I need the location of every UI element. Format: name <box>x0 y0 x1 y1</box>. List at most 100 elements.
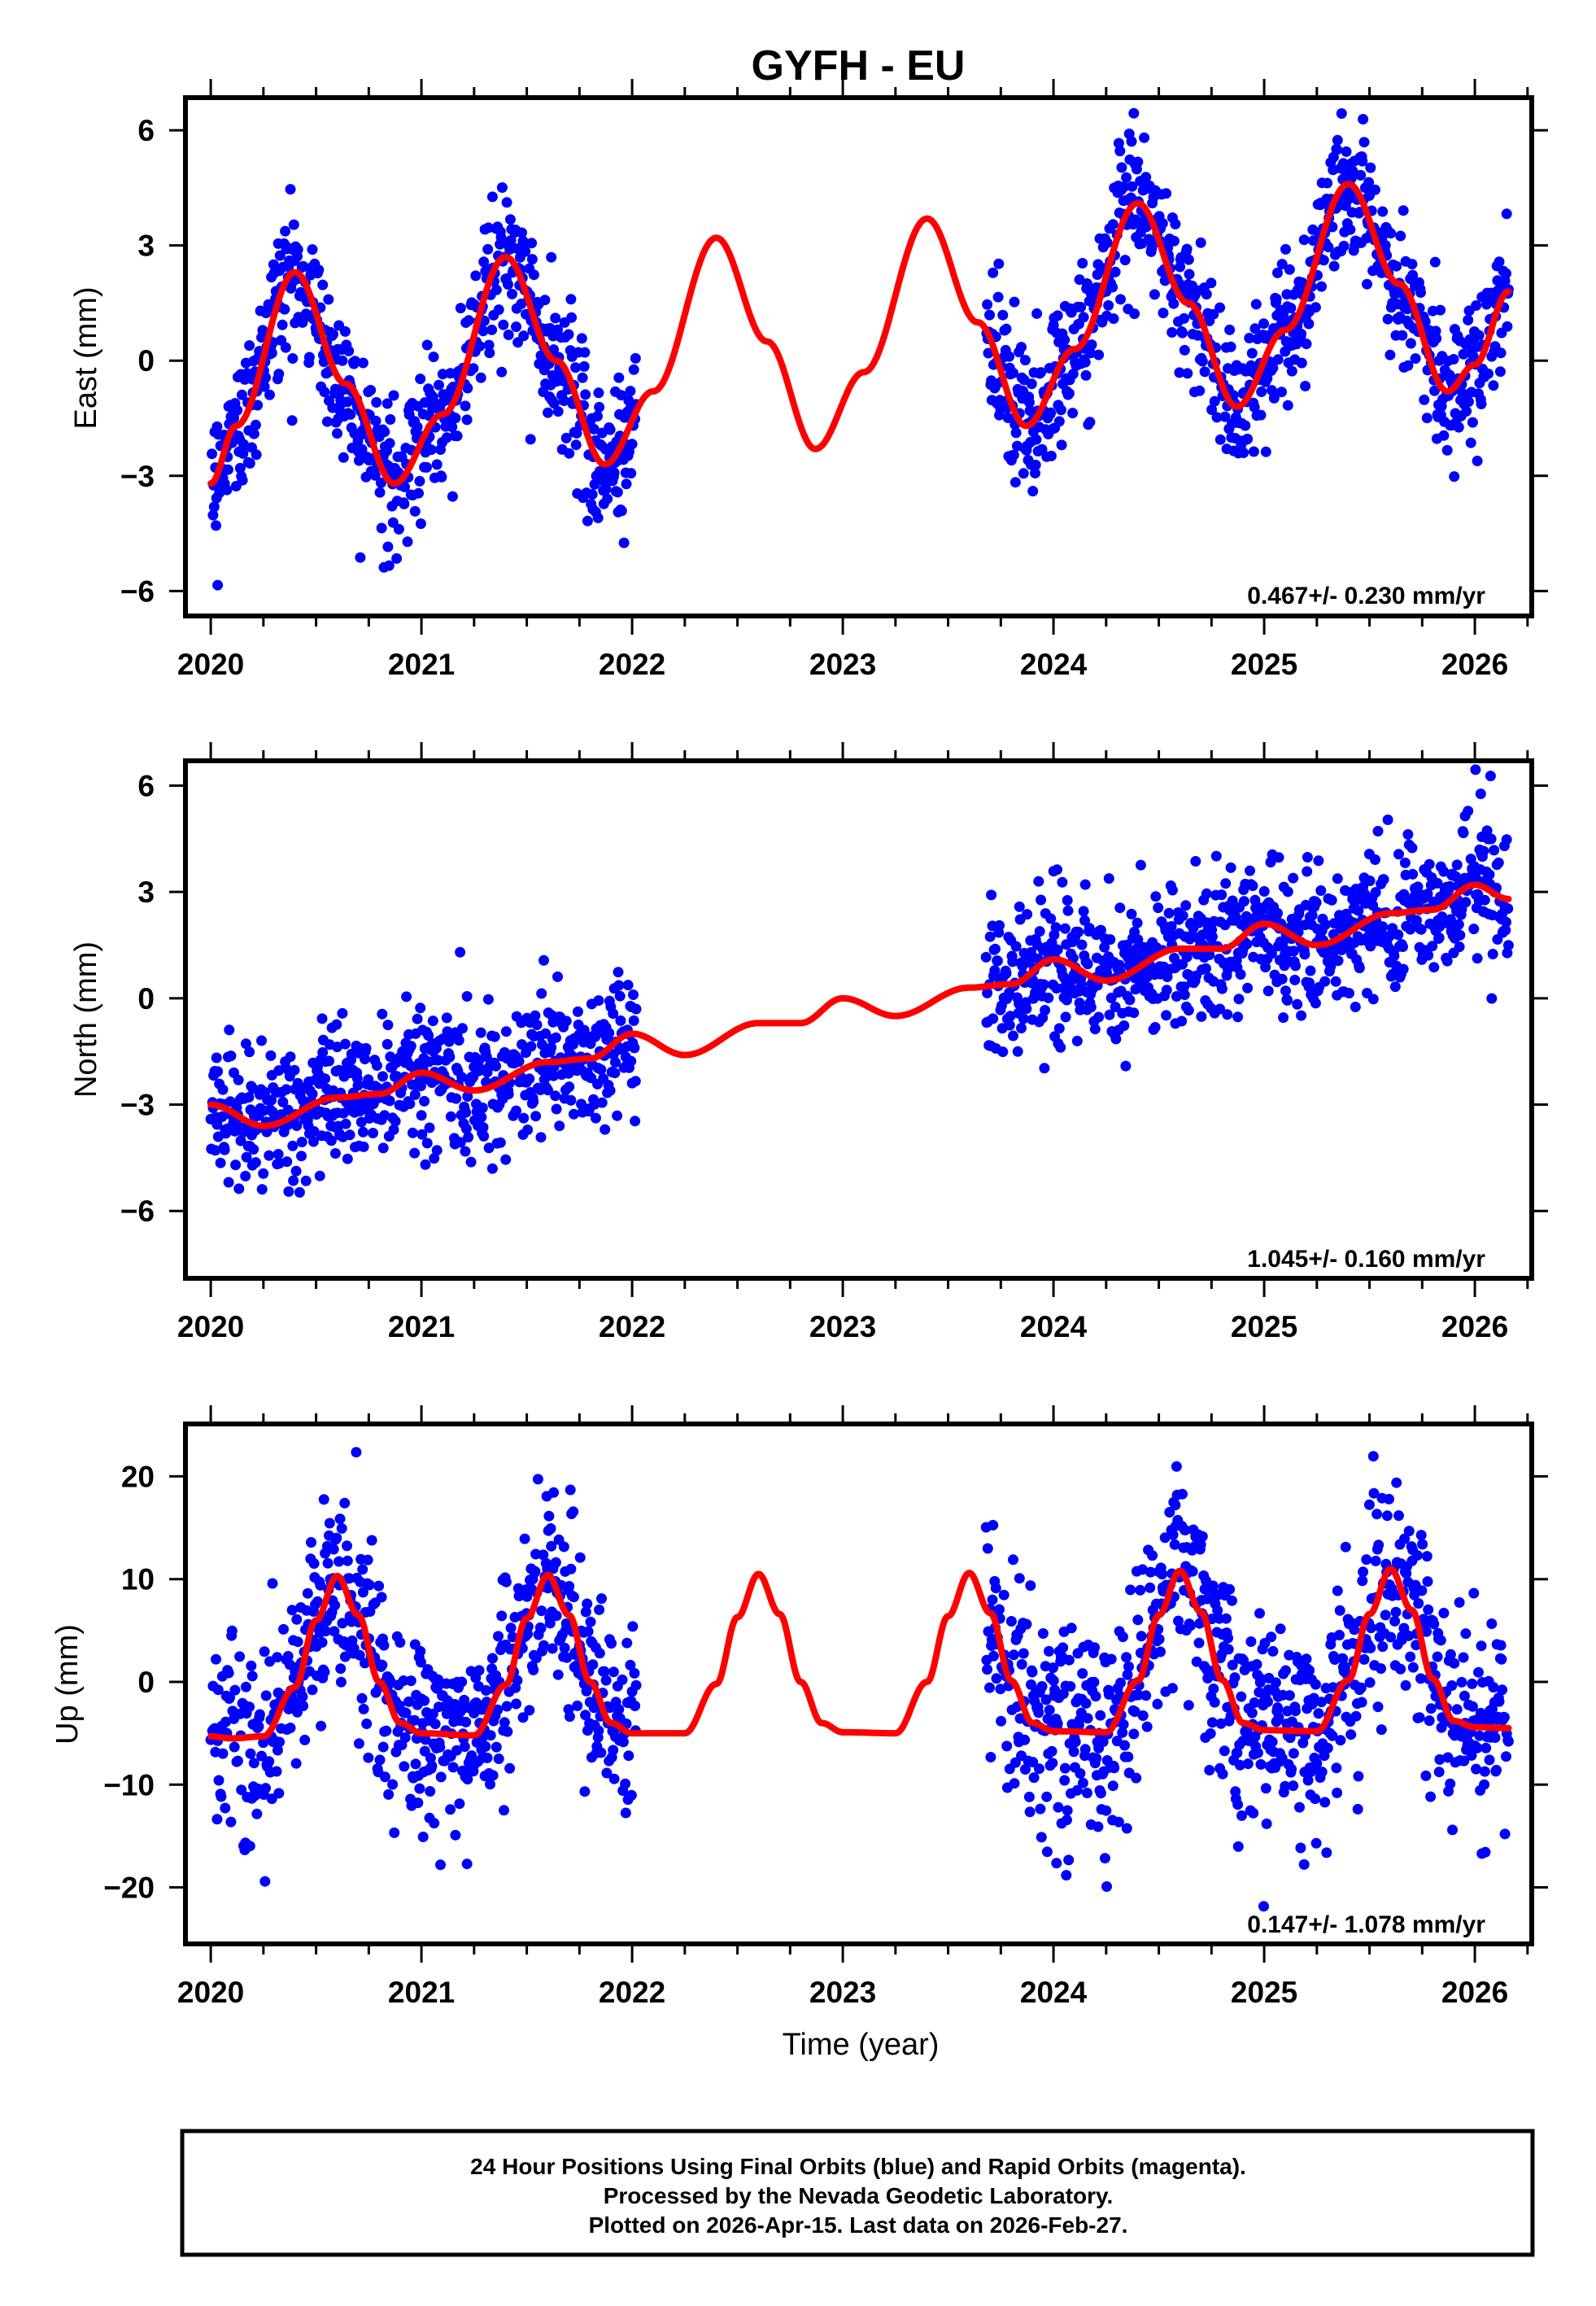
data-point <box>1114 902 1126 914</box>
data-point <box>378 1640 390 1651</box>
data-point <box>539 1640 549 1651</box>
data-point <box>1501 1751 1511 1762</box>
data-point <box>1407 269 1419 281</box>
data-point <box>415 1645 426 1657</box>
data-point <box>1235 969 1246 980</box>
data-point <box>334 1556 345 1567</box>
data-point <box>536 1605 547 1617</box>
data-point <box>1183 254 1194 265</box>
data-point <box>1135 859 1146 871</box>
data-point <box>1039 1063 1050 1074</box>
data-point <box>986 889 997 901</box>
data-point <box>1164 1507 1175 1518</box>
data-point <box>314 1170 325 1181</box>
data-point <box>1109 1762 1120 1774</box>
data-point <box>1489 845 1500 856</box>
data-point <box>1316 1697 1327 1708</box>
data-point <box>1075 302 1087 312</box>
data-point <box>982 987 993 998</box>
data-point <box>1048 1662 1058 1674</box>
data-point <box>274 250 286 261</box>
data-point <box>264 1756 275 1767</box>
data-point <box>1216 889 1228 901</box>
data-point <box>1115 1677 1126 1688</box>
data-point <box>232 1755 243 1767</box>
data-point <box>1177 1488 1188 1500</box>
data-point <box>982 1543 993 1554</box>
data-point <box>480 1740 491 1752</box>
data-point <box>234 1651 246 1662</box>
data-point <box>212 1684 224 1696</box>
data-point <box>1030 468 1040 478</box>
data-point <box>1286 365 1297 377</box>
data-point <box>414 475 425 487</box>
data-point <box>370 415 382 426</box>
data-point <box>1129 308 1140 320</box>
data-point <box>1137 1564 1148 1575</box>
data-point <box>277 1096 289 1107</box>
up-frame <box>183 1422 1534 1946</box>
data-point <box>1355 1682 1367 1693</box>
data-point <box>291 1120 303 1131</box>
data-point <box>1397 330 1408 341</box>
data-point <box>1121 1652 1132 1663</box>
data-point <box>1313 1708 1324 1719</box>
data-point <box>342 1555 353 1566</box>
data-point <box>630 1701 641 1711</box>
data-point <box>1258 318 1269 330</box>
data-point <box>1183 1700 1194 1711</box>
data-point <box>1363 1499 1375 1510</box>
data-point <box>1150 891 1162 902</box>
data-point <box>1471 1763 1482 1775</box>
data-point <box>1018 1648 1029 1659</box>
data-point <box>1139 132 1150 143</box>
data-point <box>357 1126 368 1138</box>
data-point <box>1145 1582 1156 1593</box>
data-point <box>1495 347 1507 359</box>
data-point <box>566 312 578 323</box>
data-point <box>564 1081 575 1093</box>
data-point <box>630 352 641 364</box>
data-point <box>1076 939 1088 950</box>
data-point <box>1364 1677 1376 1688</box>
data-point <box>560 1015 572 1027</box>
data-point <box>1082 1713 1093 1724</box>
data-point <box>1473 330 1485 341</box>
data-point <box>217 1084 229 1095</box>
data-point <box>1171 1461 1182 1472</box>
data-point <box>522 1125 534 1135</box>
data-point <box>621 478 632 490</box>
data-point <box>613 372 625 383</box>
data-point <box>1236 1810 1247 1821</box>
data-point <box>618 537 630 548</box>
up-model-curve <box>207 1566 1512 1742</box>
data-point <box>568 1592 579 1603</box>
data-point <box>1219 1745 1230 1757</box>
data-point <box>1037 1628 1049 1639</box>
data-point <box>211 1814 223 1825</box>
data-point <box>1135 1584 1146 1596</box>
data-point <box>220 1802 231 1814</box>
data-point <box>450 1829 461 1841</box>
data-point <box>1131 1772 1142 1784</box>
data-point <box>399 498 410 509</box>
data-point <box>1294 1802 1305 1813</box>
data-point <box>379 1771 390 1783</box>
data-point <box>259 1876 271 1887</box>
data-point <box>568 1506 579 1518</box>
data-point <box>1249 402 1260 413</box>
data-point <box>511 1698 521 1710</box>
data-point <box>1208 1684 1219 1694</box>
data-point <box>366 1535 377 1546</box>
data-point <box>1454 941 1465 953</box>
data-point <box>1063 1654 1075 1666</box>
data-point <box>614 990 626 1002</box>
data-point <box>331 1019 342 1030</box>
data-point <box>1413 1598 1424 1609</box>
data-point <box>1260 1783 1271 1794</box>
data-point <box>1053 416 1065 427</box>
data-point <box>554 1120 565 1132</box>
data-point <box>536 1039 547 1050</box>
data-point <box>215 1157 226 1168</box>
data-point <box>1438 430 1450 441</box>
